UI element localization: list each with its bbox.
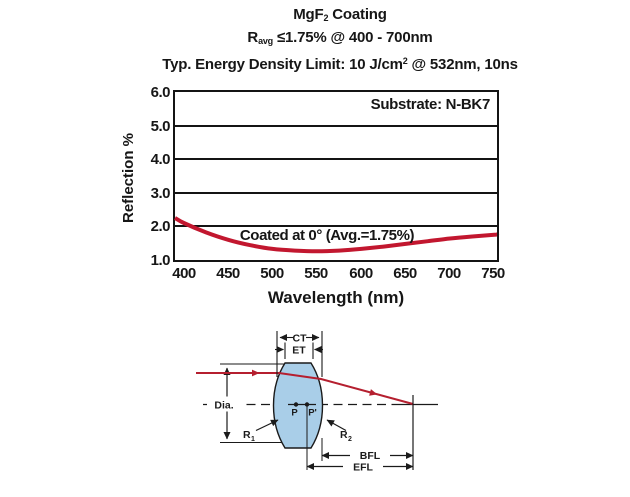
diameter-dimension: Dia. (207, 363, 291, 443)
diameter-label: Dia. (214, 400, 233, 412)
x-tick-label: 750 (481, 265, 505, 282)
p-label: P (291, 408, 298, 419)
y-tick-label: 3.0 (150, 185, 171, 202)
gridline (175, 191, 497, 194)
chart-energy-line: Typ. Energy Density Limit: 10 J/cm2 @ 53… (50, 51, 630, 75)
y-tick-label: 1.0 (150, 252, 171, 269)
label-background (350, 448, 390, 462)
ct-label: CT (293, 333, 308, 345)
p-prime-label: P' (308, 408, 317, 419)
r1-subscript: 1 (251, 436, 255, 443)
energy-text-2: @ 532nm, 10ns (407, 56, 518, 73)
energy-text: Typ. Energy Density Limit: 10 J/cm (162, 56, 403, 73)
gridline (175, 158, 497, 161)
bfl-label: BFL (360, 450, 381, 462)
x-tick-label: 700 (437, 265, 461, 282)
x-tick-label: 450 (216, 265, 240, 282)
title-text: MgF (293, 6, 324, 23)
x-tick-label: 550 (304, 265, 328, 282)
x-axis-title: Wavelength (nm) (267, 288, 405, 307)
x-tick-label: 400 (172, 265, 196, 282)
efl-label: EFL (353, 462, 373, 474)
plot-area: Substrate: N-BK7 Coated at 0° (Avg.=1.75… (173, 90, 500, 262)
ray-arrowhead (369, 389, 378, 396)
r1-label: R (243, 429, 251, 441)
x-tick-label: 650 (393, 265, 417, 282)
lens-diagram: Dia. P P' CT (196, 331, 438, 474)
reflection-curve-layer (174, 216, 500, 254)
spec-text-2: ≤1.75% @ 400 - 700nm (272, 29, 433, 46)
y-tick-label: 6.0 (150, 84, 171, 101)
ray-arrowhead (252, 369, 260, 377)
y-tick-label: 5.0 (150, 118, 171, 135)
title-text-2: Coating (328, 6, 387, 23)
principal-points: P P' (288, 402, 317, 419)
principal-point-p (293, 402, 299, 407)
substrate-label: Substrate: N-BK7 (370, 96, 491, 113)
y-tick-label: 4.0 (150, 151, 171, 168)
edge-thickness-dimension: ET (275, 342, 323, 359)
chart-header: MgF2 Coating Ravg ≤1.75% @ 400 - 700nm T… (50, 5, 630, 75)
chart-spec-line: Ravg ≤1.75% @ 400 - 700nm (50, 28, 630, 51)
center-thickness-dimension: CT (276, 331, 323, 377)
gridline (175, 124, 497, 127)
label-background (207, 396, 241, 412)
y-tick-label: 2.0 (150, 218, 171, 235)
r2-callout: R 2 (326, 419, 352, 443)
gridline (175, 225, 497, 228)
spec-subscript: avg (258, 36, 273, 46)
reflection-curve (174, 216, 500, 254)
bfl-dimension: BFL (321, 448, 414, 462)
light-ray (196, 369, 414, 405)
ray-path (196, 372, 414, 405)
chart-title: MgF2 Coating (50, 5, 630, 28)
lens-shape (272, 362, 324, 449)
principal-point-p-prime (304, 402, 310, 407)
energy-superscript: 2 (402, 56, 408, 66)
label-background (343, 460, 383, 473)
spec-text: R (247, 29, 259, 46)
r2-label: R (340, 429, 348, 441)
curve-annotation: Coated at 0° (Avg.=1.75%) (239, 227, 415, 244)
x-tick-label: 600 (349, 265, 373, 282)
x-tick-label: 500 (260, 265, 284, 282)
title-subscript: 2 (323, 13, 329, 23)
et-label: ET (292, 345, 306, 357)
efl-dimension: EFL (306, 460, 414, 474)
r2-subscript: 2 (348, 436, 352, 443)
r1-callout: R 1 (243, 419, 279, 443)
